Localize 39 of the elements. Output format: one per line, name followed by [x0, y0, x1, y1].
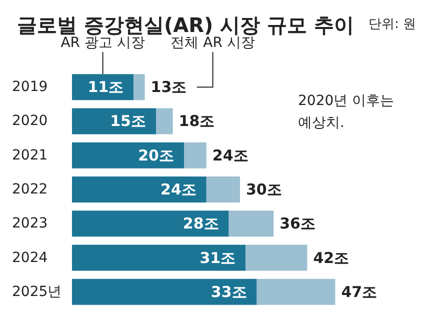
bar: [134, 74, 145, 100]
bar: [156, 108, 173, 134]
bar: [246, 244, 308, 271]
annotation: 2020년 이후는 예상치.: [298, 93, 394, 131]
bar: [206, 176, 240, 202]
y-tick-label: 2022: [12, 182, 48, 198]
y-tick-label: 2023: [12, 216, 48, 232]
data-label: 31조: [200, 248, 236, 267]
total-label: 36조: [280, 214, 316, 233]
total-label: 18조: [178, 112, 215, 130]
data-label: 15조: [110, 112, 146, 130]
total-label: 24조: [212, 146, 248, 164]
text: 전체 AR 시장: [170, 35, 255, 52]
y-tick-label: 2025년: [12, 284, 62, 300]
data-label: 20조: [138, 146, 174, 164]
bar: [256, 278, 336, 305]
y-tick-label: 2020: [12, 113, 48, 130]
chart-title: 글로벌 증강현실(AR) 시장 규모 추이: [17, 13, 354, 37]
bar: [72, 108, 156, 134]
data-label: 28조: [182, 214, 219, 233]
bar: [72, 142, 184, 168]
data-label: 33조: [210, 282, 247, 301]
bar: [184, 142, 206, 168]
y-tick-label: 2024: [12, 250, 48, 266]
total-label: 42조: [313, 248, 350, 267]
bar: [72, 210, 229, 237]
bar: [228, 210, 274, 237]
total-label: 13조: [150, 78, 187, 96]
data-label: 24조: [160, 180, 196, 198]
bar: [72, 176, 206, 202]
text: 단위: 원: [368, 17, 416, 32]
series-label: AR 광고 시장: [60, 35, 145, 52]
data-label: 11조: [88, 78, 124, 96]
bar: [72, 244, 246, 271]
bar: [72, 278, 257, 305]
y-tick-label: 2021: [12, 147, 48, 164]
total-label: 47조: [341, 282, 378, 301]
total-label: 30조: [246, 180, 282, 198]
y-tick-label: 2019: [12, 79, 48, 96]
